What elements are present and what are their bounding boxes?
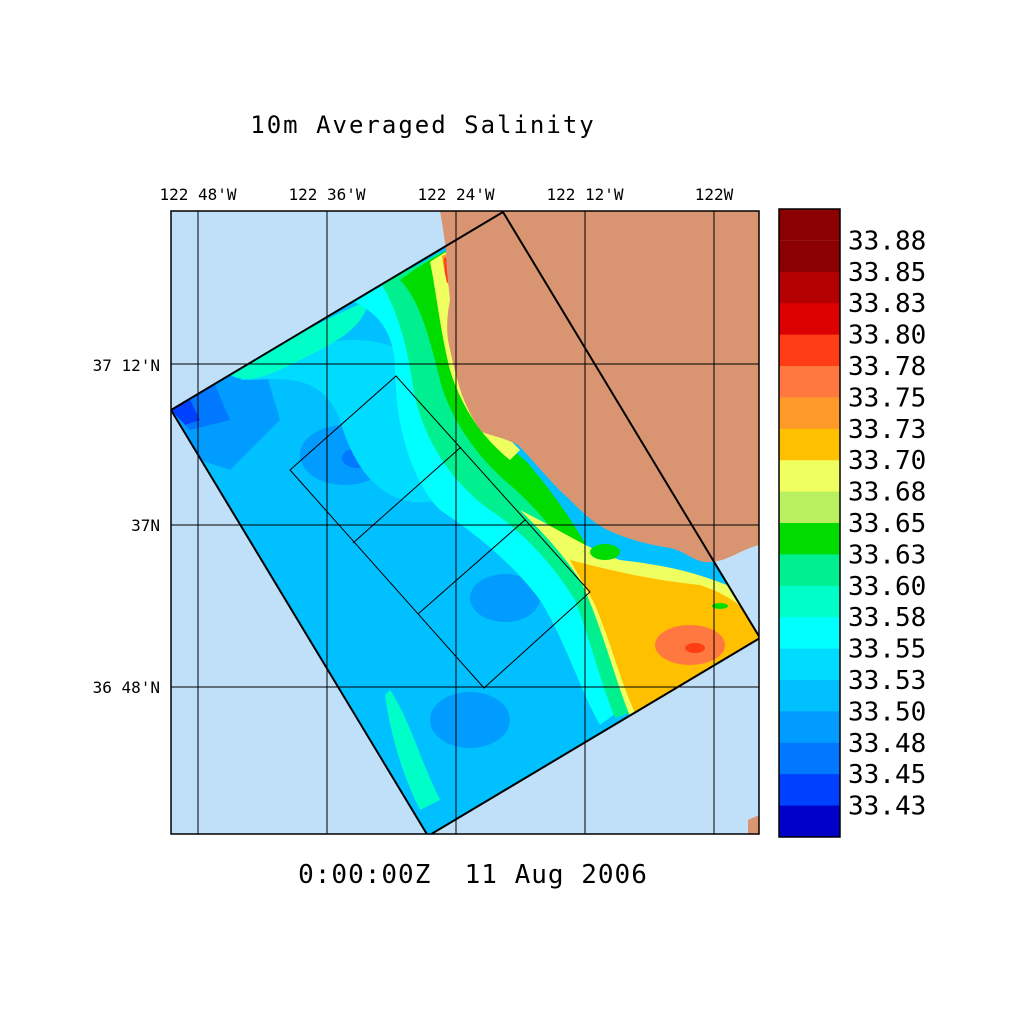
model-domain-outline <box>171 211 759 834</box>
latitude-axis-labels: 37 12'N 37N 36 48'N <box>93 356 160 697</box>
colorbar-swatch <box>779 523 840 555</box>
colorbar-tick-label: 33.63 <box>848 540 926 570</box>
colorbar-swatch <box>779 648 840 681</box>
colorbar-tick-label: 33.55 <box>848 635 926 665</box>
lat-label-37n: 37N <box>131 516 160 535</box>
colorbar-swatch-top <box>779 209 840 241</box>
colorbar-tick-label: 33.73 <box>848 415 926 445</box>
colorbar-tick-label: 33.53 <box>848 666 926 696</box>
colorbar-swatch <box>779 460 840 493</box>
map-frame <box>170 210 760 835</box>
graticule-grid <box>171 211 759 834</box>
colorbar-tick-label: 33.43 <box>848 792 926 822</box>
map-title: 10m Averaged Salinity <box>250 111 595 139</box>
lon-label-122-24w: 122 24'W <box>417 185 494 204</box>
nested-grid-boxes <box>289 375 591 689</box>
colorbar-tick-label: 33.70 <box>848 446 926 476</box>
colorbar-tick-label: 33.58 <box>848 603 926 633</box>
colorbar-labels: 33.8833.8533.8333.8033.7833.7533.7333.70… <box>848 226 926 821</box>
colorbar-swatch <box>779 805 840 838</box>
colorbar-swatch <box>779 711 840 744</box>
colorbar-swatch <box>779 240 840 273</box>
colorbar-swatch <box>779 491 840 524</box>
colorbar-tick-label: 33.80 <box>848 321 926 351</box>
colorbar-swatch <box>779 774 840 807</box>
colorbar-swatch <box>779 303 840 336</box>
colorbar-tick-label: 33.85 <box>848 258 926 288</box>
land-coastline <box>440 211 759 834</box>
colorbar-tick-label: 33.45 <box>848 760 926 790</box>
colorbar-swatch <box>779 366 840 398</box>
colorbar-swatch <box>779 271 840 304</box>
colorbar-swatch <box>779 585 840 618</box>
lat-label-37-12n: 37 12'N <box>93 356 160 375</box>
colorbar-tick-label: 33.50 <box>848 697 926 727</box>
lon-label-122-48w: 122 48'W <box>159 185 236 204</box>
colorbar-tick-label: 33.75 <box>848 383 926 413</box>
colorbar-swatches <box>779 209 840 838</box>
colorbar-tick-label: 33.68 <box>848 478 926 508</box>
colorbar-swatch <box>779 617 840 650</box>
colorbar-tick-label: 33.88 <box>848 226 926 256</box>
lon-label-122-12w: 122 12'W <box>546 185 623 204</box>
colorbar-swatch <box>779 554 840 587</box>
colorbar-tick-label: 33.83 <box>848 289 926 319</box>
colorbar-swatch <box>779 742 840 775</box>
lon-label-122-36w: 122 36'W <box>288 185 365 204</box>
colorbar-frame <box>778 208 841 838</box>
lon-label-122w: 122W <box>695 185 734 204</box>
lat-label-36-48n: 36 48'N <box>93 678 160 697</box>
timestamp-label: 0:00:00Z 11 Aug 2006 <box>298 860 648 890</box>
colorbar-tick-label: 33.65 <box>848 509 926 539</box>
map-area <box>171 211 759 834</box>
colorbar-swatch <box>779 334 840 367</box>
colorbar-tick-label: 33.60 <box>848 572 926 602</box>
longitude-axis-labels: 122 48'W 122 36'W 122 24'W 122 12'W 122W <box>159 185 733 204</box>
colorbar-swatch <box>779 397 840 430</box>
nested-grid-box-outer <box>289 375 591 689</box>
colorbar-tick-label: 33.78 <box>848 352 926 382</box>
nested-grid-divider-lower <box>417 519 526 615</box>
colorbar: 33.8833.8533.8333.8033.7833.7533.7333.70… <box>778 208 926 838</box>
nested-grid-divider-upper <box>352 446 462 544</box>
colorbar-tick-label: 33.48 <box>848 729 926 759</box>
colorbar-swatch <box>779 428 840 461</box>
colorbar-swatch <box>779 680 840 712</box>
